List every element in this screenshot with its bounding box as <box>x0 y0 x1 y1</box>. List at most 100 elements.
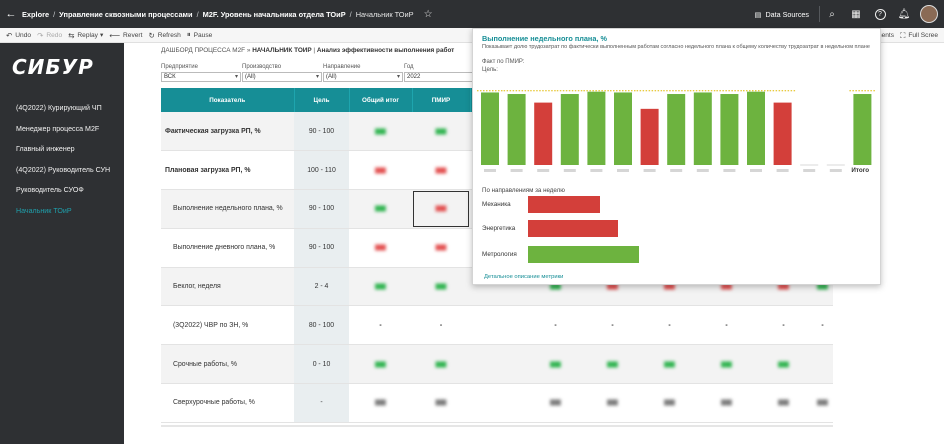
weekly-bar[interactable] <box>587 91 606 165</box>
column-header[interactable]: ПМИР <box>412 88 471 112</box>
value-cell[interactable]: ███ <box>349 189 412 229</box>
value-cell[interactable]: ███ <box>349 228 412 268</box>
tooltip-description: Показывает долю трудозатрат по фактическ… <box>482 44 870 50</box>
weekly-bar[interactable] <box>534 102 553 165</box>
redo-button[interactable]: ↷ Redo <box>37 31 62 40</box>
breadcrumb-explore[interactable]: Explore <box>22 9 50 19</box>
value-cell[interactable]: ███ <box>641 344 698 385</box>
value-cell[interactable]: ███ <box>698 344 755 385</box>
value-cell[interactable]: ███ <box>812 383 833 423</box>
value-cell[interactable]: - <box>412 305 470 346</box>
row-name[interactable]: Выполнение дневного плана, % <box>161 228 294 268</box>
value-cell[interactable]: ███ <box>349 267 412 307</box>
sidebar-item-kuriruyushchiy[interactable]: (4Q2022) Курирующий ЧП <box>16 104 102 112</box>
value-cell[interactable]: ███ <box>412 383 470 423</box>
value-cell[interactable]: ███ <box>412 189 470 229</box>
weekly-bar[interactable] <box>720 94 739 165</box>
value-cell[interactable] <box>470 344 527 385</box>
obscured-category-label <box>723 169 736 172</box>
weekly-bar[interactable] <box>481 92 499 165</box>
search-icon[interactable]: ⌕ <box>829 8 835 20</box>
obscured-category-label <box>563 169 576 172</box>
value-cell[interactable]: - <box>349 305 412 346</box>
value-cell[interactable]: ███ <box>698 383 755 423</box>
fullscreen-button[interactable]: ⛶ Full Scree <box>900 31 938 41</box>
column-header[interactable]: Показатель <box>161 88 295 112</box>
avatar[interactable] <box>920 5 938 23</box>
direction-bar[interactable] <box>528 196 600 213</box>
weekly-bar[interactable] <box>773 102 792 165</box>
row-name[interactable]: Фактическая загрузка РП, % <box>161 112 294 152</box>
filter-enterprise-select[interactable]: ВСК <box>161 72 241 82</box>
value-cell[interactable]: ███ <box>349 112 412 152</box>
bell-icon[interactable]: 🔔︎ <box>897 8 911 20</box>
row-name[interactable]: Плановая загрузка РП, % <box>161 150 294 191</box>
data-sources-button[interactable]: ▤ Data Sources <box>745 6 820 22</box>
value-cell[interactable]: ███ <box>641 383 698 423</box>
value-cell[interactable]: ███ <box>584 383 641 423</box>
obscured-value: ███ <box>550 400 561 407</box>
value-cell[interactable]: - <box>698 305 755 346</box>
value-cell[interactable]: - <box>641 305 698 346</box>
weekly-bar[interactable] <box>853 94 872 165</box>
breadcrumb-workbook[interactable]: M2F. Уровень начальника отдела ТОиР <box>202 9 346 19</box>
weekly-bar[interactable] <box>560 94 579 165</box>
value-cell[interactable]: - <box>584 305 641 346</box>
row-name[interactable]: Выполнение недельного плана, % <box>161 189 294 229</box>
back-arrow-icon[interactable]: ← <box>5 8 17 20</box>
comments-button[interactable]: ments <box>876 32 894 39</box>
weekly-bar[interactable] <box>693 92 712 165</box>
row-name[interactable]: Беклог, неделя <box>161 267 294 307</box>
value-cell[interactable]: ███ <box>412 150 470 191</box>
weekly-bar[interactable] <box>747 91 765 165</box>
sidebar-item-chief-engineer[interactable]: Главный инженер <box>16 145 75 153</box>
value-cell[interactable]: ███ <box>755 383 812 423</box>
value-cell[interactable]: ███ <box>412 112 470 152</box>
weekly-bar[interactable] <box>507 94 526 165</box>
value-cell[interactable]: ███ <box>412 267 470 307</box>
value-cell[interactable] <box>470 383 527 423</box>
column-header[interactable]: Общий итог <box>349 88 413 112</box>
value-cell[interactable]: ███ <box>527 383 584 423</box>
value-cell[interactable] <box>470 305 527 346</box>
revert-button[interactable]: ⟵ Revert <box>109 31 142 40</box>
breadcrumb-project[interactable]: Управление сквозными процессами <box>59 9 193 19</box>
row-name[interactable]: Сверхурочные работы, % <box>161 383 294 423</box>
row-name[interactable]: (3Q2022) ЧВР по ЗН, % <box>161 305 294 346</box>
value-cell[interactable]: ███ <box>412 228 470 268</box>
value-cell[interactable]: ███ <box>349 150 412 191</box>
value-cell[interactable]: ███ <box>584 344 641 385</box>
sidebar-item-manager[interactable]: Менеджер процесса M2F <box>16 124 100 133</box>
sidebar-item-sun[interactable]: (4Q2022) Руководитель СУН <box>16 165 111 174</box>
weekly-bar[interactable] <box>614 92 632 165</box>
refresh-button[interactable]: ↻ Refresh <box>148 31 180 40</box>
weekly-bar[interactable] <box>640 108 659 165</box>
value-cell[interactable]: - <box>527 305 584 346</box>
favorite-star-icon[interactable]: ☆ <box>423 8 433 20</box>
value-cell[interactable]: ███ <box>412 344 470 385</box>
direction-bar[interactable] <box>528 220 619 237</box>
value-cell[interactable]: ███ <box>349 383 412 423</box>
filter-direction-select[interactable]: (All) <box>323 72 403 82</box>
notifications-list-icon[interactable]: ▦ <box>851 8 861 20</box>
undo-button[interactable]: ↶ Undo <box>6 31 31 40</box>
column-header[interactable]: Цель <box>294 88 350 112</box>
value-cell[interactable] <box>812 344 833 385</box>
filter-production-select[interactable]: (All) <box>242 72 322 82</box>
help-icon[interactable]: ? <box>868 8 892 20</box>
obscured-value: ███ <box>664 284 675 291</box>
redo-label: Redo <box>46 31 63 39</box>
sidebar-item-suof[interactable]: Руководитель СУОФ <box>16 186 84 194</box>
weekly-bar[interactable] <box>667 94 686 165</box>
direction-bar[interactable] <box>528 246 640 263</box>
row-name[interactable]: Срочные работы, % <box>161 344 294 385</box>
metric-details-link[interactable]: Детальное описание метрики <box>484 274 564 280</box>
value-cell[interactable]: ███ <box>755 344 812 385</box>
value-cell[interactable]: - <box>812 305 833 346</box>
sidebar-item-toir[interactable]: Начальник ТОиР <box>16 206 72 215</box>
value-cell[interactable]: ███ <box>349 344 412 385</box>
value-cell[interactable]: ███ <box>527 344 584 385</box>
pause-button[interactable]: ⏸︎ Pause <box>187 30 212 40</box>
replay-button[interactable]: ⇆ Replay ▾ <box>68 31 103 40</box>
value-cell[interactable]: - <box>755 305 812 346</box>
